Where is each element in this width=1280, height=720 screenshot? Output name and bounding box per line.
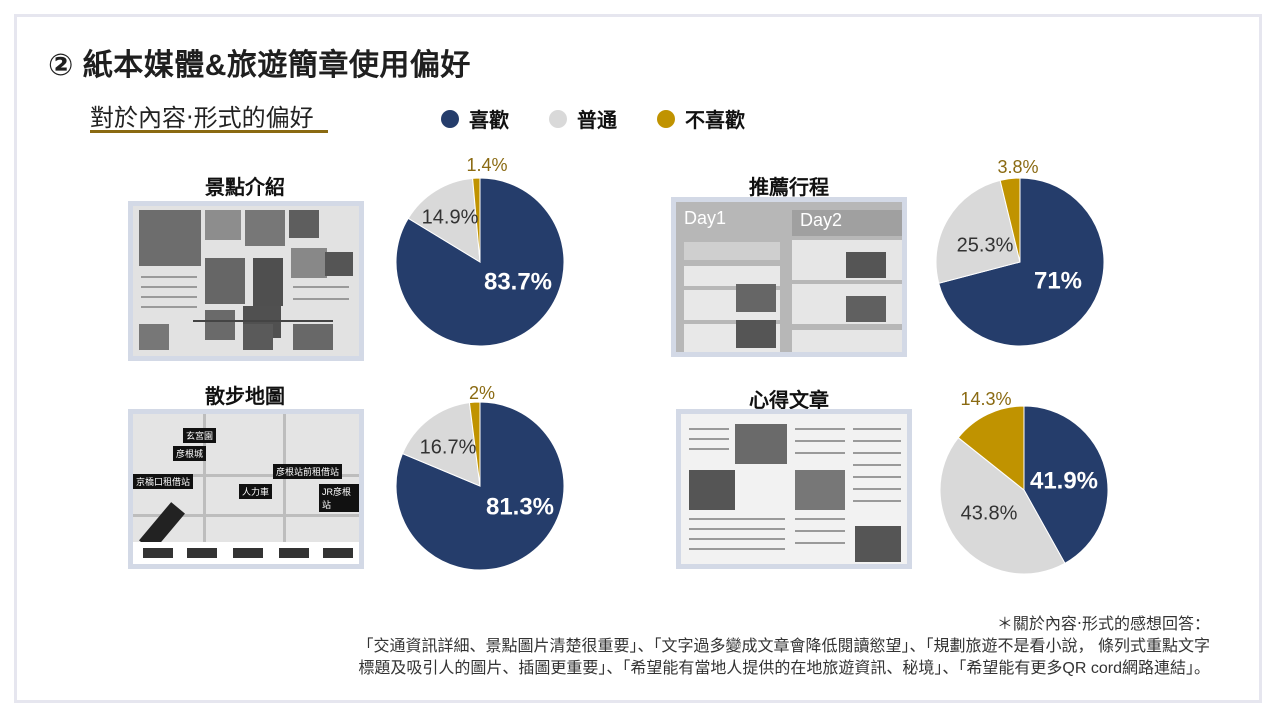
legend-item-neutral: 普通 [549, 104, 617, 133]
pie-label-like: 81.3% [486, 493, 554, 520]
pie-chart-sightseeing: 83.7% 14.9% 1.4% [395, 155, 565, 347]
day1-label: Day1 [684, 208, 727, 228]
pie-label-like: 71% [1034, 267, 1082, 294]
pie-slice-neutral [939, 436, 1066, 575]
pie-label-like: 41.9% [1030, 467, 1098, 494]
pie-label-dislike: 2% [469, 383, 495, 403]
map-label-rickshaw: 人力車 [239, 484, 273, 499]
day2-header [792, 210, 902, 236]
map-label-genkyuen: 玄宮園 [183, 428, 217, 443]
day2-label: Day2 [800, 210, 843, 230]
map-label-hikone-castle: 彦根城 [173, 446, 207, 461]
pie-slice-dislike [999, 177, 1021, 263]
section-subtitle: 對於內容‧形式的偏好 [90, 105, 314, 132]
pie-label-neutral: 16.7% [420, 436, 477, 458]
legend-swatch-neutral [549, 109, 567, 128]
subtitle-underline [90, 130, 328, 133]
pie-label-neutral: 25.3% [957, 234, 1014, 256]
slide-frame [14, 14, 1262, 703]
survey-comment-note: ＊關於內容‧形式的感想回答： 「交通資訊詳細、景點圖片清楚很重要」、「文字過多變… [358, 614, 1210, 680]
panel-label-itinerary: 推薦行程 [749, 177, 829, 199]
pie-chart-itinerary: 71% 25.3% 3.8% [935, 157, 1105, 347]
map-label-station-rental: 彦根站前租借站 [273, 464, 343, 479]
pie-label-dislike: 3.8% [997, 157, 1038, 177]
itinerary-thumbnail: Day1 Day2 [671, 197, 907, 357]
panel-label-articles: 心得文章 [749, 390, 829, 412]
walking-map-image: 玄宮園 彦根城 彦根站前租借站 京橋口租借站 人力車 JR彦根站 [133, 414, 359, 564]
pie-chart-walking-map: 81.3% 16.7% 2% [395, 383, 565, 571]
pie-label-dislike: 1.4% [466, 155, 507, 175]
pie-slice-dislike [472, 177, 481, 263]
articles-thumbnail [676, 409, 912, 569]
pie-label-dislike: 14.3% [960, 389, 1011, 409]
articles-spread-image [681, 414, 907, 564]
walking-map-thumbnail: 玄宮園 彦根城 彦根站前租借站 京橋口租借站 人力車 JR彦根站 [128, 409, 364, 569]
legend-swatch-like [441, 109, 459, 128]
legend-item-dislike: 不喜歡 [657, 104, 745, 133]
page-title: ② 紙本媒體&旅遊簡章使用偏好 [48, 49, 471, 82]
pie-label-neutral: 14.9% [422, 206, 479, 228]
sightseeing-thumbnail [128, 201, 364, 361]
pie-slice-dislike [468, 401, 481, 487]
legend-swatch-dislike [657, 109, 675, 128]
map-label-kyobashi-rental: 京橋口租借站 [133, 474, 194, 489]
panel-label-walking-map: 散步地圖 [205, 386, 285, 408]
pie-slice-dislike [957, 405, 1025, 492]
pie-slice-like [1023, 405, 1109, 565]
panel-label-sightseeing: 景點介紹 [205, 177, 285, 199]
pie-slice-neutral [935, 179, 1021, 284]
note-line-1: 「交通資訊詳細、景點圖片清楚很重要」、「文字過多變成文章會降低閱讀慾望」、「規劃… [357, 638, 1210, 655]
pie-slice-like [938, 177, 1105, 347]
pie-chart-articles: 41.9% 43.8% 14.3% [939, 389, 1109, 575]
pie-slice-neutral [407, 177, 481, 263]
legend-item-like: 喜歡 [441, 104, 509, 133]
pie-slice-like [395, 177, 565, 347]
pie-label-like: 83.7% [484, 268, 552, 295]
pie-label-neutral: 43.8% [961, 502, 1018, 524]
legend-label-like: 喜歡 [469, 110, 509, 132]
note-line-2: 標題及吸引人的圖片、插圖更重要」、「希望能有當地人提供的在地旅遊資訊、秘境」、「… [358, 660, 1210, 677]
sightseeing-magazine-image [133, 206, 359, 356]
map-label-jr-station: JR彦根站 [319, 484, 359, 512]
legend-label-dislike: 不喜歡 [685, 110, 745, 132]
legend-label-neutral: 普通 [577, 110, 617, 132]
chart-legend: 喜歡 普通 不喜歡 [441, 104, 745, 133]
itinerary-schedule-image: Day1 Day2 [676, 202, 902, 352]
pie-slice-neutral [401, 402, 481, 487]
note-heading: ＊關於內容‧形式的感想回答： [996, 616, 1210, 633]
